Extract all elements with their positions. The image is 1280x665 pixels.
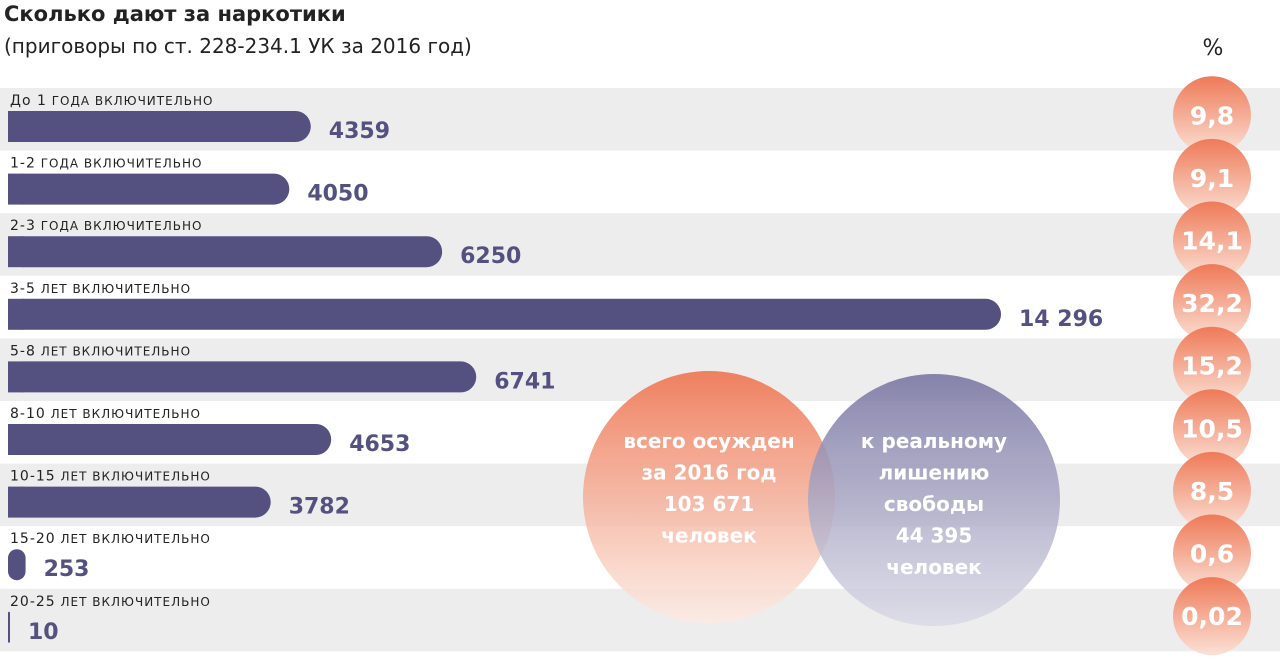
percent-column-header: % bbox=[1202, 36, 1224, 61]
bar-value-label: 4050 bbox=[307, 182, 368, 207]
percent-circle bbox=[1173, 138, 1251, 217]
category-label: 8-10 ЛЕТ ВКЛЮЧИТЕЛЬНО bbox=[10, 406, 201, 422]
venn-total-text: 103 671 bbox=[664, 492, 754, 516]
bar-value-label: 4653 bbox=[349, 432, 410, 457]
bar-left-edge bbox=[8, 424, 24, 455]
percent-circle bbox=[1173, 577, 1251, 656]
percent-circle bbox=[1173, 201, 1251, 280]
venn-imprisoned-text: к реальному bbox=[861, 429, 1007, 453]
bar-left-edge bbox=[8, 111, 24, 142]
percent-circle bbox=[1173, 264, 1251, 343]
bar-value-label: 253 bbox=[44, 557, 90, 582]
bar-left-edge bbox=[8, 236, 24, 268]
bar-left-edge bbox=[8, 298, 24, 330]
bar bbox=[8, 549, 26, 581]
percent-circle bbox=[1173, 514, 1251, 593]
percent-label: 32,2 bbox=[1181, 289, 1243, 318]
venn-imprisoned-text: свободы bbox=[884, 492, 984, 516]
bar bbox=[8, 236, 443, 268]
category-label: 10-15 ЛЕТ ВКЛЮЧИТЕЛЬНО bbox=[10, 469, 211, 485]
percent-circle bbox=[1173, 451, 1251, 530]
category-label: 3-5 ЛЕТ ВКЛЮЧИТЕЛЬНО bbox=[10, 281, 191, 297]
percent-circle bbox=[1173, 76, 1251, 155]
percent-circle bbox=[1173, 326, 1251, 405]
percent-label: 9,1 bbox=[1190, 164, 1234, 193]
bar-value-label: 6741 bbox=[494, 369, 555, 394]
bar bbox=[8, 111, 311, 142]
percent-label: 10,5 bbox=[1181, 414, 1243, 443]
chart-subtitle: (приговоры по ст. 228-234.1 УК за 2016 г… bbox=[4, 34, 472, 58]
bar-value-label: 14 296 bbox=[1019, 307, 1103, 332]
bar-value-label: 6250 bbox=[460, 244, 521, 269]
bar-value-label: 10 bbox=[28, 620, 59, 645]
bar-left-edge bbox=[8, 486, 24, 518]
venn-total-text: человек bbox=[661, 524, 757, 548]
percent-label: 14,1 bbox=[1181, 227, 1243, 256]
chart-title: Сколько дают за наркотики bbox=[4, 2, 346, 26]
category-label: 5-8 ЛЕТ ВКЛЮЧИТЕЛЬНО bbox=[10, 343, 191, 359]
venn-imprisoned-circle bbox=[808, 374, 1060, 626]
bar bbox=[8, 298, 1001, 330]
percent-label: 8,5 bbox=[1190, 477, 1234, 506]
percent-label: 0,02 bbox=[1181, 602, 1243, 631]
bar-value-label: 3782 bbox=[289, 495, 350, 520]
category-label: До 1 ГОДА ВКЛЮЧИТЕЛЬНО bbox=[10, 93, 213, 109]
venn-total-circle bbox=[583, 371, 835, 623]
bar-left-edge bbox=[8, 361, 24, 393]
venn-total-text: всего осужден bbox=[623, 429, 794, 453]
bar bbox=[8, 611, 10, 643]
venn-imprisoned-text: человек bbox=[886, 555, 982, 579]
percent-label: 9,8 bbox=[1190, 101, 1234, 130]
venn-imprisoned-text: лишению bbox=[879, 461, 990, 485]
bar-left-edge bbox=[8, 173, 24, 205]
bar bbox=[8, 361, 477, 393]
percent-circle bbox=[1173, 389, 1251, 468]
venn-imprisoned-text: 44 395 bbox=[896, 524, 973, 548]
category-label: 1-2 ГОДА ВКЛЮЧИТЕЛЬНО bbox=[10, 156, 202, 172]
category-label: 2-3 ГОДА ВКЛЮЧИТЕЛЬНО bbox=[10, 218, 202, 234]
venn-total-text: за 2016 год bbox=[641, 461, 776, 485]
category-label: 15-20 ЛЕТ ВКЛЮЧИТЕЛЬНО bbox=[10, 531, 211, 547]
percent-label: 0,6 bbox=[1190, 540, 1234, 569]
bar-value-label: 4359 bbox=[329, 119, 390, 144]
category-label: 20-25 ЛЕТ ВКЛЮЧИТЕЛЬНО bbox=[10, 594, 211, 610]
bar bbox=[8, 424, 332, 455]
bar bbox=[8, 173, 290, 205]
percent-label: 15,2 bbox=[1181, 352, 1243, 381]
bar bbox=[8, 486, 271, 518]
